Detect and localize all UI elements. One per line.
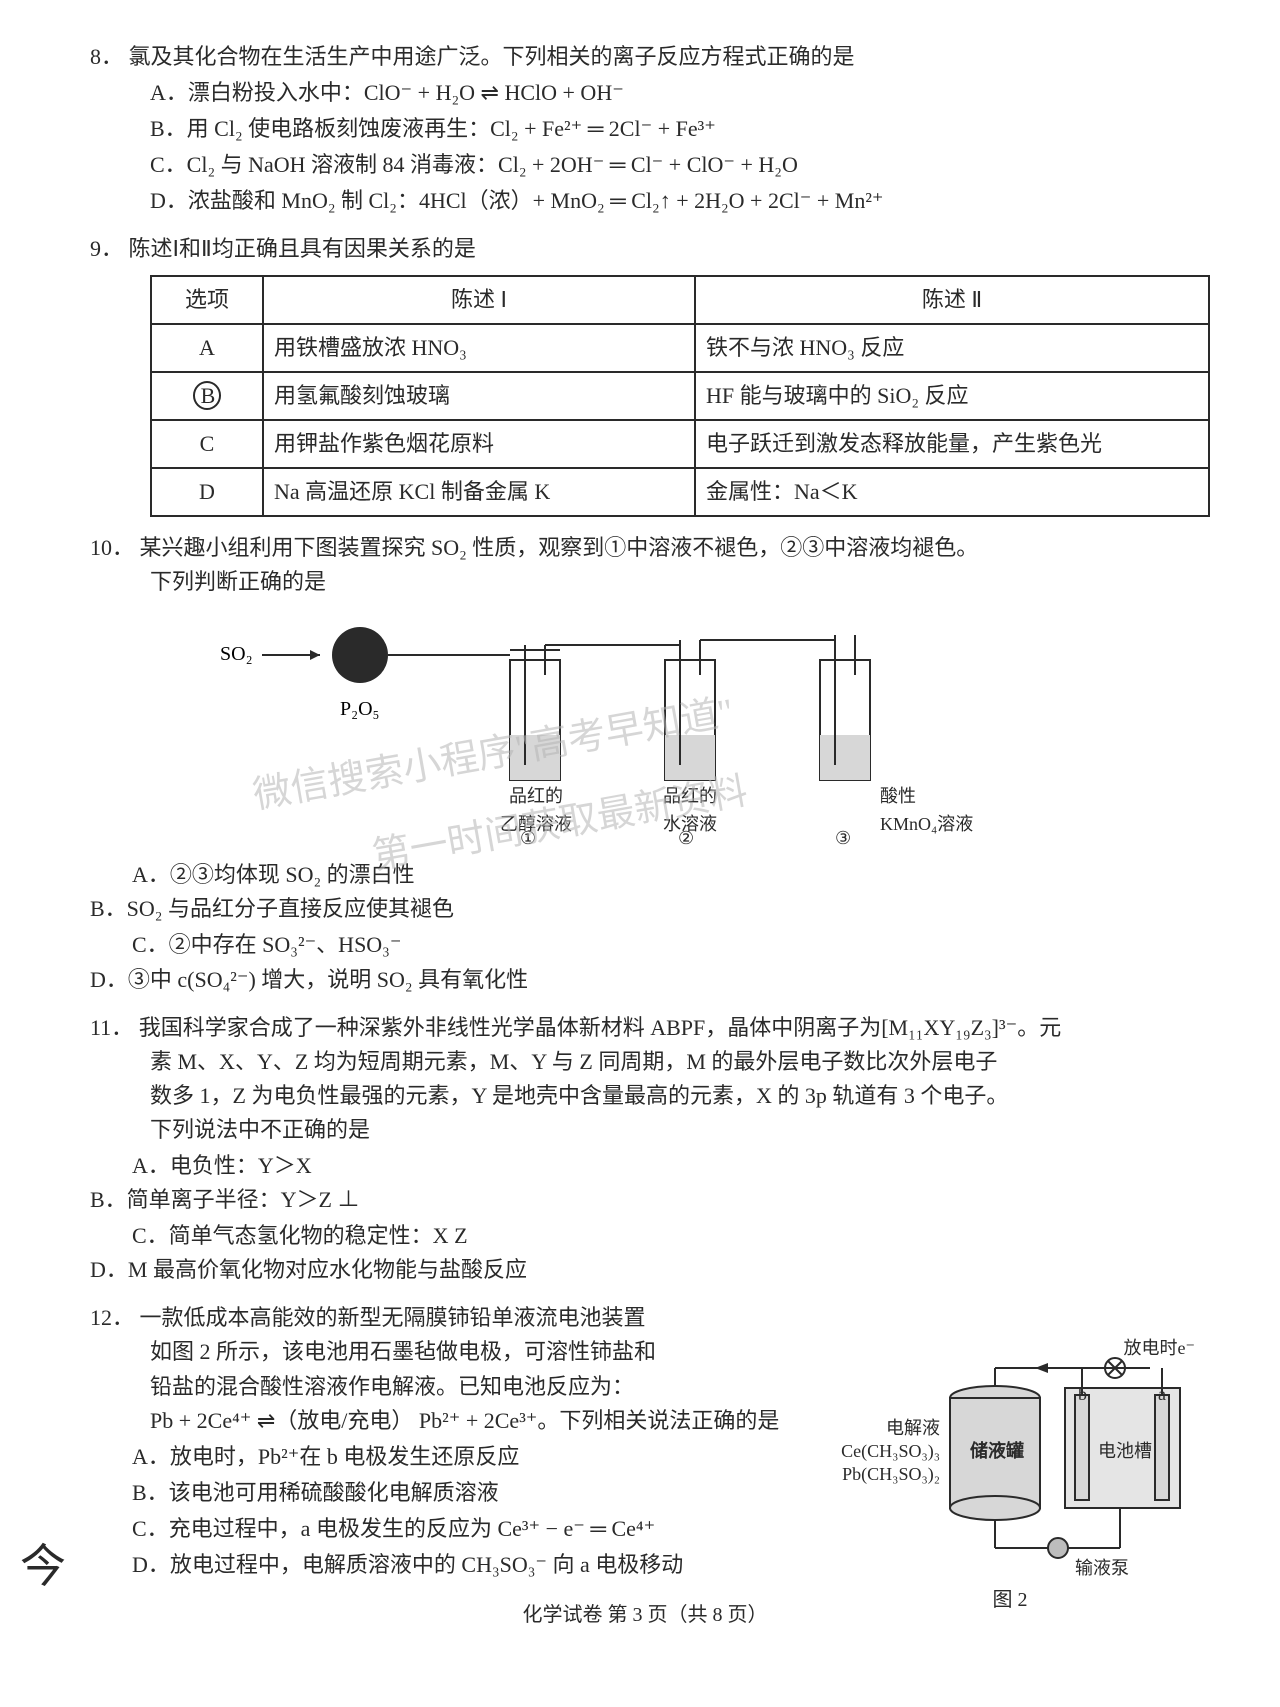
q10-opt-d: D．③中 c(SO₄²⁻) 增大，说明 SO₂ 具有氧化性 [90, 963, 634, 997]
q9-r2c1: 用钾盐作紫色烟花原料 [263, 420, 695, 468]
q11-opt-d: D．M 最高价氧化物对应水化物能与盐酸反应 [90, 1253, 634, 1287]
q12-stem1: 一款低成本高能效的新型无隔膜铈铅单液流电池装置 [140, 1305, 646, 1330]
q12-figure: 放电时e⁻ 储液罐 电池槽 b a 电解液 Ce(CH₃SO₃)₃ Pb(CH₃… [820, 1343, 1200, 1623]
q12-stem3: 铅盐的混合酸性溶液作电解液。已知电池反应为： [150, 1370, 820, 1404]
q10-opt-c: C．②中存在 SO₃²⁻、HSO₃⁻ [132, 928, 676, 962]
q9-r0c2: 铁不与浓 HNO₃ 反应 [695, 324, 1209, 372]
q10-bottle1-num: ① [520, 825, 536, 853]
q10-bottle3-label: 酸性 KMnO₄溶液 [880, 783, 1030, 839]
q12-tank-label: 储液罐 [970, 1438, 1024, 1466]
q11-opt-a: A．电负性：Y＞X [132, 1149, 676, 1183]
q9-r3c2: 金属性：Na＜K [695, 468, 1209, 516]
q12-opt-d: D．放电过程中，电解质溶液中的 CH₃SO₃⁻ 向 a 电极移动 [132, 1548, 820, 1582]
q12-caption: 图 2 [820, 1585, 1200, 1616]
q10-number: 10． [90, 535, 134, 560]
question-11: 11． 我国科学家合成了一种深紫外非线性光学晶体新材料 ABPF，晶体中阴离子为… [90, 1011, 1200, 1288]
q11-stem3: 数多 1，Z 为电负性最强的元素，Y 是地壳中含量最高的元素，X 的 3p 轨道… [150, 1079, 1200, 1113]
q11-stem1: 我国科学家合成了一种深紫外非线性光学晶体新材料 ABPF，晶体中阴离子为[M₁₁… [139, 1015, 1062, 1040]
q10-opt-a: A．②③均体现 SO₂ 的漂白性 [132, 858, 676, 892]
q8-opt-c: C．Cl₂ 与 NaOH 溶液制 84 消毒液：Cl₂ + 2OH⁻ ═ Cl⁻… [150, 148, 1200, 182]
q11-opt-c: C．简单气态氢化物的稳定性：X Z [132, 1219, 676, 1253]
handwritten-mark: 今 [20, 1531, 66, 1602]
svg-text:P₂O₅: P₂O₅ [340, 698, 380, 720]
q9-r2c2: 电子跃迁到激发态释放能量，产生紫色光 [695, 420, 1209, 468]
q12-a-label: a [1158, 1381, 1166, 1409]
question-12: 今 12． 一款低成本高能效的新型无隔膜铈铅单液流电池装置 如图 2 所示，该电… [90, 1301, 1200, 1582]
q9-r0c0: A [151, 324, 263, 372]
q11-stem2: 素 M、X、Y、Z 均为短周期元素，M、Y 与 Z 同周期，M 的最外层电子数比… [150, 1045, 1200, 1079]
q9-r1c2: HF 能与玻璃中的 SiO₂ 反应 [695, 372, 1209, 420]
q9-r0c1: 用铁槽盛放浓 HNO₃ [263, 324, 695, 372]
svg-text:SO₂: SO₂ [220, 643, 253, 665]
q12-e-label: 放电时e⁻ [1124, 1335, 1196, 1363]
tube-2 [665, 640, 835, 780]
q11-stem4: 下列说法中不正确的是 [150, 1113, 1200, 1147]
q9-r3c0: D [151, 468, 263, 516]
question-10: 10． 某兴趣小组利用下图装置探究 SO₂ 性质，观察到①中溶液不褪色，②③中溶… [90, 531, 1200, 997]
q8-number: 8． [90, 44, 123, 69]
question-9: 9． 陈述Ⅰ和Ⅱ均正确且具有因果关系的是 选项 陈述 Ⅰ 陈述 Ⅱ A 用铁槽盛… [90, 232, 1200, 517]
q12-eq: Pb + 2Ce⁴⁺ ⇌（放电/充电） Pb²⁺ + 2Ce³⁺。下列相关说法正… [150, 1404, 820, 1438]
q12-opt-a: A．放电时，Pb²⁺在 b 电极发生还原反应 [132, 1440, 820, 1474]
q11-number: 11． [90, 1015, 133, 1040]
q10-opt-b: B．SO₂ 与品红分子直接反应使其褪色 [90, 892, 634, 926]
q12-opt-c: C．充电过程中，a 电极发生的反应为 Ce³⁺ − e⁻ ═ Ce⁴⁺ [132, 1512, 820, 1546]
q10-bottle3-num: ③ [835, 825, 851, 853]
q12-number: 12． [90, 1305, 134, 1330]
q10-bottle2-num: ② [678, 825, 694, 853]
q9-r1c0: B [151, 372, 263, 420]
q9-r2c0: C [151, 420, 263, 468]
q12-stem2: 如图 2 所示，该电池用石墨毡做电极，可溶性铈盐和 [150, 1335, 820, 1369]
q8-opt-a: A．漂白粉投入水中：ClO⁻ + H₂O ⇌ HClO + OH⁻ [150, 76, 1200, 110]
q9-circled: B [193, 381, 222, 410]
tube-3 [820, 635, 870, 780]
q9-table: 选项 陈述 Ⅰ 陈述 Ⅱ A 用铁槽盛放浓 HNO₃ 铁不与浓 HNO₃ 反应 … [150, 275, 1210, 517]
q10-diagram: SO₂ P₂O₅ [210, 605, 1200, 850]
q10-stem2: 下列判断正确的是 [150, 565, 1200, 599]
q8-opt-b: B．用 Cl₂ 使电路板刻蚀废液再生：Cl₂ + Fe²⁺ ═ 2Cl⁻ + F… [150, 112, 1200, 146]
q9-number: 9． [90, 236, 123, 261]
q8-stem: 氯及其化合物在生活生产中用途广泛。下列相关的离子反应方程式正确的是 [129, 44, 855, 69]
q12-b-label: b [1078, 1381, 1087, 1409]
question-8: 8． 氯及其化合物在生活生产中用途广泛。下列相关的离子反应方程式正确的是 A．漂… [90, 40, 1200, 218]
q8-opt-d: D．浓盐酸和 MnO₂ 制 Cl₂：4HCl（浓）+ MnO₂ ═ Cl₂↑ +… [150, 184, 1200, 218]
q12-pump-label: 输液泵 [1075, 1555, 1129, 1583]
q12-opt-b: B．该电池可用稀硫酸酸化电解质溶液 [132, 1476, 820, 1510]
q9-r3c1: Na 高温还原 KCl 制备金属 K [263, 468, 695, 516]
q9-h0: 选项 [151, 276, 263, 324]
q12-elec-l3: Pb(CH₃SO₃)₂ [815, 1461, 940, 1489]
q9-stem: 陈述Ⅰ和Ⅱ均正确且具有因果关系的是 [129, 236, 476, 261]
q9-r1c1: 用氢氟酸刻蚀玻璃 [263, 372, 695, 420]
q11-opt-b: B．简单离子半径：Y＞Z ⊥ [90, 1183, 634, 1217]
q10-stem1: 某兴趣小组利用下图装置探究 SO₂ 性质，观察到①中溶液不褪色，②③中溶液均褪色… [140, 535, 979, 560]
q9-h2: 陈述 Ⅱ [695, 276, 1209, 324]
q9-h1: 陈述 Ⅰ [263, 276, 695, 324]
q12-cell-label: 电池槽 [1098, 1438, 1152, 1466]
tube-1 [510, 645, 680, 780]
